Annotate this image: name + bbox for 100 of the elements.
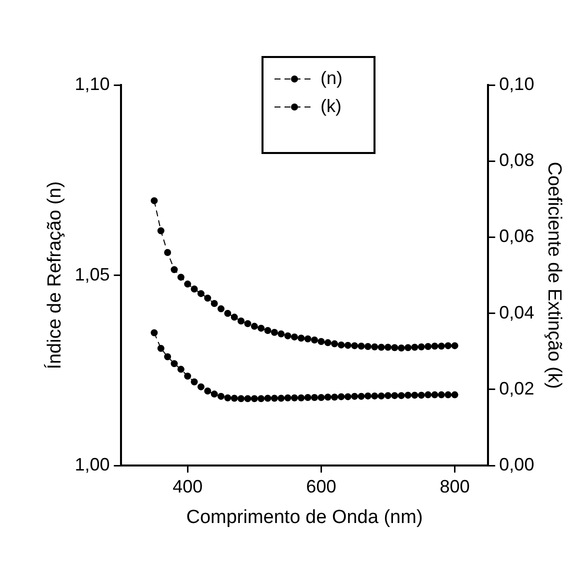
point bbox=[238, 317, 245, 324]
point bbox=[244, 320, 252, 328]
point bbox=[318, 394, 325, 401]
y2-tick-label: 0,06 bbox=[499, 226, 534, 246]
point bbox=[411, 392, 418, 399]
point bbox=[451, 342, 458, 350]
legend-label: (k) bbox=[320, 96, 342, 116]
point bbox=[378, 392, 385, 400]
point bbox=[157, 227, 164, 234]
point bbox=[384, 344, 392, 351]
point bbox=[424, 391, 432, 398]
x-tick-label: 400 bbox=[172, 476, 203, 496]
point bbox=[384, 392, 392, 400]
point bbox=[190, 286, 198, 292]
point bbox=[398, 344, 405, 352]
point bbox=[150, 197, 158, 204]
point bbox=[170, 360, 178, 368]
point bbox=[304, 335, 312, 342]
point bbox=[424, 342, 432, 350]
point bbox=[311, 336, 318, 344]
y-axis-title: Índice de Refração (n) bbox=[44, 181, 66, 370]
y-tick-label: 1,00 bbox=[74, 454, 110, 475]
point bbox=[284, 394, 292, 402]
point bbox=[418, 392, 425, 399]
y2-tick-label: 0,08 bbox=[499, 150, 534, 170]
y2-axis-title: Coeficiente de Extinção (k) bbox=[543, 162, 564, 389]
point bbox=[438, 342, 445, 350]
point bbox=[344, 342, 352, 349]
point bbox=[278, 394, 285, 402]
x-tick-label: 800 bbox=[440, 476, 470, 496]
point bbox=[177, 274, 184, 281]
point bbox=[298, 334, 305, 342]
point bbox=[411, 344, 418, 351]
point bbox=[184, 372, 192, 380]
point bbox=[338, 341, 345, 348]
point bbox=[371, 343, 378, 350]
point bbox=[431, 342, 438, 350]
point bbox=[170, 266, 178, 274]
point bbox=[431, 391, 438, 398]
point bbox=[230, 394, 238, 402]
point bbox=[298, 394, 305, 402]
point bbox=[150, 329, 158, 336]
point bbox=[391, 344, 398, 352]
point bbox=[258, 324, 265, 332]
point bbox=[331, 394, 338, 401]
point bbox=[324, 394, 332, 401]
point bbox=[244, 395, 252, 402]
point bbox=[190, 378, 198, 386]
point bbox=[224, 310, 232, 317]
point bbox=[444, 342, 452, 350]
point bbox=[157, 344, 164, 352]
point bbox=[331, 340, 338, 348]
point bbox=[258, 395, 265, 402]
point bbox=[304, 394, 312, 401]
point bbox=[184, 280, 192, 288]
point bbox=[270, 394, 278, 402]
point bbox=[290, 333, 298, 340]
point bbox=[398, 392, 405, 400]
y2-tick-label: 0,04 bbox=[499, 302, 534, 322]
point bbox=[444, 391, 452, 398]
y2-tick-label: 0,00 bbox=[499, 454, 534, 475]
point bbox=[378, 344, 385, 351]
point bbox=[204, 388, 212, 395]
point bbox=[270, 328, 278, 336]
point bbox=[290, 394, 298, 402]
point bbox=[418, 343, 425, 350]
y-tick-label: 1,05 bbox=[74, 264, 110, 284]
point bbox=[197, 290, 204, 298]
point bbox=[371, 392, 378, 400]
point bbox=[438, 391, 445, 398]
point bbox=[284, 332, 292, 340]
point bbox=[250, 395, 258, 402]
x-tick-label: 600 bbox=[306, 476, 336, 496]
point bbox=[250, 322, 258, 330]
x-axis-title: Comprimento de Onda (nm) bbox=[186, 506, 423, 528]
point bbox=[164, 248, 172, 256]
point bbox=[358, 342, 365, 350]
point bbox=[210, 300, 218, 307]
point bbox=[451, 391, 458, 398]
point bbox=[238, 395, 245, 402]
point bbox=[404, 344, 412, 352]
point bbox=[344, 393, 352, 400]
point bbox=[177, 366, 184, 373]
point bbox=[230, 314, 238, 321]
point bbox=[210, 390, 218, 398]
y-tick-label: 1,10 bbox=[74, 74, 110, 94]
point bbox=[264, 394, 272, 402]
point bbox=[324, 339, 332, 346]
legend-label: (n) bbox=[320, 68, 342, 88]
point bbox=[404, 392, 412, 399]
point bbox=[224, 394, 232, 402]
point bbox=[218, 305, 225, 312]
point bbox=[391, 392, 398, 400]
point bbox=[364, 392, 372, 400]
point bbox=[164, 353, 172, 360]
point bbox=[218, 392, 225, 400]
y2-tick-label: 0,10 bbox=[499, 74, 534, 94]
point bbox=[351, 342, 358, 350]
point bbox=[204, 294, 212, 302]
point bbox=[358, 392, 365, 400]
